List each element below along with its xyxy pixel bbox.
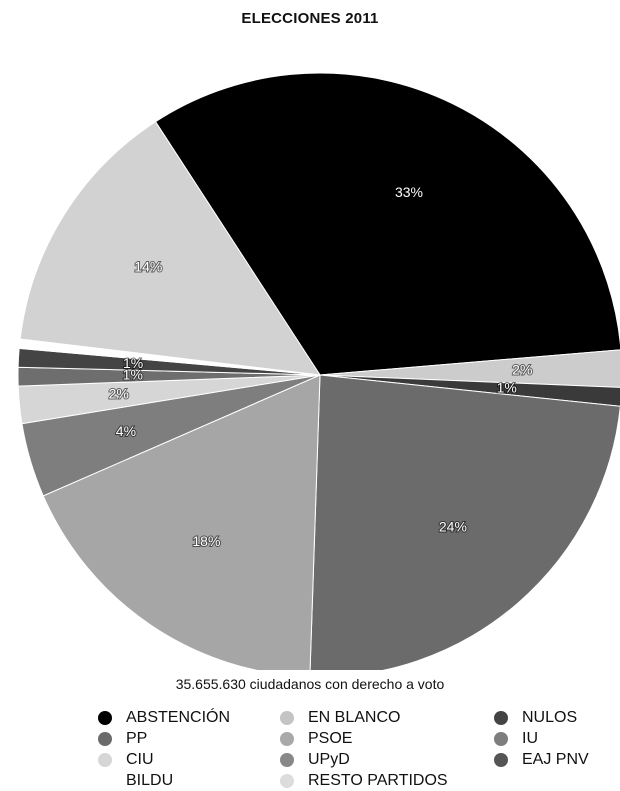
legend-item-abstencion: ABSTENCIÓN <box>98 708 230 728</box>
legend-label: NULOS <box>522 709 578 726</box>
pie-slice-psoe <box>42 374 321 670</box>
legend-item-eaj-pnv: EAJ PNV <box>494 750 589 770</box>
pie-slices <box>17 72 620 670</box>
legend-label: PP <box>126 730 148 747</box>
legend-swatch <box>98 711 112 725</box>
legend-label: EAJ PNV <box>522 751 589 768</box>
legend-swatch <box>494 711 508 725</box>
legend-label: RESTO PARTIDOS <box>308 772 448 789</box>
legend-item-upyd: UPyD <box>280 750 350 770</box>
legend-item-pp: PP <box>98 729 147 749</box>
pie-slice-resto-partidos <box>19 121 322 376</box>
legend-label: IU <box>522 730 538 747</box>
slice-label-en-blanco: 2% <box>109 386 129 402</box>
pie-slice-pp <box>309 374 620 670</box>
legend-swatch <box>98 774 112 788</box>
legend-swatch <box>494 732 508 746</box>
legend-item-resto-partidos: RESTO PARTIDOS <box>280 771 448 791</box>
slice-label-upyd: 1% <box>123 367 143 383</box>
slice-label-abstencion: 33% <box>395 184 423 200</box>
legend-swatch <box>494 753 508 767</box>
legend-swatch <box>98 732 112 746</box>
legend-item-en-blanco: EN BLANCO <box>280 708 400 728</box>
legend-item-nulos: NULOS <box>494 708 577 728</box>
legend-item-iu: IU <box>494 729 538 749</box>
pie-slice-abstencion <box>154 72 620 376</box>
slice-label-nulos: 1% <box>497 379 517 395</box>
legend-swatch <box>280 711 294 725</box>
legend-item-psoe: PSOE <box>280 729 352 749</box>
legend-label: UPyD <box>308 751 350 768</box>
slice-label-ciu: 2% <box>512 361 532 377</box>
legend-label: ABSTENCIÓN <box>126 709 231 726</box>
slice-label-eaj-pnv: 1% <box>123 355 143 371</box>
legend: ABSTENCIÓN EN BLANCO NULOS PP PSOE IU CIU UPyD E… <box>0 708 620 791</box>
legend-item-ciu: CIU <box>98 750 154 770</box>
legend-label: BILDU <box>126 772 174 789</box>
pie-slice-labels: 33%2%1%24%18%4%2%1%1%14% <box>108 183 534 550</box>
legend-swatch <box>280 774 294 788</box>
chart-title: ELECCIONES 2011 <box>241 10 379 27</box>
slice-label-resto-partidos: 14% <box>134 259 162 275</box>
legend-label: EN BLANCO <box>308 709 401 726</box>
slice-label-psoe: 18% <box>192 533 220 549</box>
legend-label: CIU <box>126 751 154 768</box>
pie-chart: 33%2%1%24%18%4%2%1%1%14% <box>17 72 620 670</box>
legend-item-bildu: BILDU <box>98 771 173 791</box>
slice-label-iu: 4% <box>116 423 136 439</box>
legend-swatch <box>280 732 294 746</box>
legend-swatch <box>280 753 294 767</box>
chart-subtitle: 35.655.630 ciudadanos con derecho a voto <box>175 676 445 692</box>
legend-swatch <box>98 753 112 767</box>
slice-label-pp: 24% <box>439 518 467 534</box>
legend-label: PSOE <box>308 730 353 747</box>
